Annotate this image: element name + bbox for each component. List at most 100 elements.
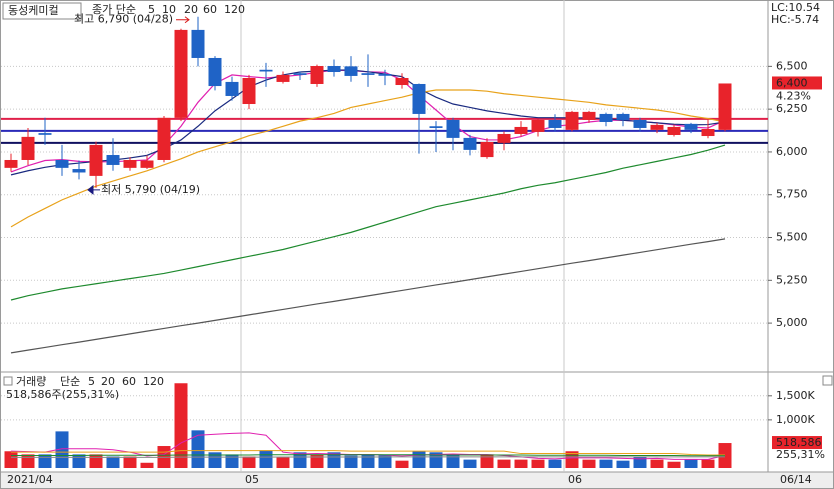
volume-bar	[667, 461, 681, 468]
hc-label: HC:-5.74	[771, 13, 819, 26]
volume-bar	[344, 455, 358, 468]
candle-body	[4, 159, 18, 168]
candle-body	[514, 126, 528, 134]
legend-entry: 5	[88, 375, 95, 388]
volume-bar	[463, 459, 477, 468]
candle-body	[293, 73, 307, 75]
x-tick-label: 06	[568, 473, 582, 486]
ratio-label: 255,31%	[776, 448, 825, 461]
y-tick-label: 6,500	[776, 59, 808, 72]
candle-body	[548, 119, 562, 128]
annotation: 최고 6,790 (04/28)	[74, 13, 173, 26]
moving-average	[10, 238, 726, 354]
last-date: 06/14	[780, 473, 812, 486]
y-tick-label: 5,000	[776, 316, 808, 329]
candle-body	[38, 133, 52, 135]
candle-body	[106, 155, 120, 165]
legend-entry: 5	[148, 3, 155, 16]
legend-entry: 120	[143, 375, 164, 388]
candle-body	[361, 73, 375, 75]
volume-bar	[106, 456, 120, 468]
annotation-arrow	[176, 16, 190, 24]
annotation: 최저 5,790 (04/19)	[101, 183, 200, 196]
candle-body	[463, 137, 477, 150]
candle-body	[191, 29, 205, 58]
volume-bar	[242, 456, 256, 468]
volume-bar	[208, 452, 222, 468]
last-volume-box	[772, 436, 822, 450]
y-tick-label: 1,000K	[776, 413, 815, 426]
candle-body	[157, 117, 171, 160]
volume-bar	[276, 457, 290, 468]
volume-bar	[531, 459, 545, 468]
volume-bar	[378, 455, 392, 468]
candle-body	[667, 126, 681, 135]
moving-average	[10, 144, 726, 301]
stock-name-box	[2, 2, 82, 20]
candle-body	[344, 66, 358, 76]
volume-bar	[259, 450, 273, 468]
candle-body	[395, 77, 409, 86]
legend-entry: 20	[101, 375, 115, 388]
candle-body	[429, 126, 443, 128]
legend-entry: 20	[184, 3, 198, 16]
candle-body	[174, 29, 188, 118]
volume-bar	[684, 459, 698, 468]
candle-body	[616, 113, 630, 120]
volume-bar	[123, 456, 137, 468]
candle-body	[140, 160, 154, 168]
candle-body	[276, 74, 290, 82]
x-axis-bar	[0, 471, 834, 489]
y-tick-label: 6,250	[776, 102, 808, 115]
volume-bar	[89, 454, 103, 468]
candle-body	[378, 74, 392, 76]
volume-bar	[72, 454, 86, 468]
moving-average	[11, 454, 725, 457]
candle-body	[565, 111, 579, 130]
last-price-label: 6,400	[776, 76, 808, 89]
candle-body	[55, 159, 69, 168]
candle-body	[582, 111, 596, 120]
volume-bar	[38, 454, 52, 468]
volume-bar	[429, 452, 443, 468]
volume-bar	[480, 454, 494, 468]
volume-icon	[3, 376, 13, 386]
candle-body	[446, 119, 460, 138]
volume-bar	[497, 459, 511, 468]
volume-bar	[548, 459, 562, 468]
volume-bar	[4, 451, 18, 468]
volume-bar	[582, 459, 596, 468]
y-tick-label: 5,250	[776, 273, 808, 286]
volume-bar	[412, 451, 426, 468]
moving-average	[10, 89, 726, 228]
candle-body	[259, 69, 273, 72]
candle-body	[225, 81, 239, 96]
volume-bar	[225, 454, 239, 468]
volume-bar	[310, 454, 324, 468]
volume-bar	[327, 452, 341, 468]
last-volume-label: 518,586	[776, 436, 822, 449]
x-tick-label: 2021/04	[7, 473, 53, 486]
change-label: 4.23%	[776, 89, 811, 102]
candle-body	[633, 119, 647, 128]
legend-label: 단순	[60, 375, 80, 388]
candle-body	[310, 66, 324, 84]
volume-title: 거래량	[16, 375, 46, 388]
candle-body	[531, 119, 545, 132]
candle-body	[650, 124, 664, 130]
volume-bar	[616, 460, 630, 468]
volume-bar	[55, 431, 69, 468]
candle-body	[497, 133, 511, 143]
y-tick-label: 1,500K	[776, 389, 815, 402]
panel-button[interactable]	[822, 375, 833, 386]
volume-bar	[514, 459, 528, 468]
candle-body	[718, 83, 732, 130]
candle-body	[242, 77, 256, 105]
candle-body	[72, 169, 86, 173]
volume-bar	[140, 462, 154, 468]
volume-bar	[599, 459, 613, 468]
candle-body	[701, 129, 715, 137]
